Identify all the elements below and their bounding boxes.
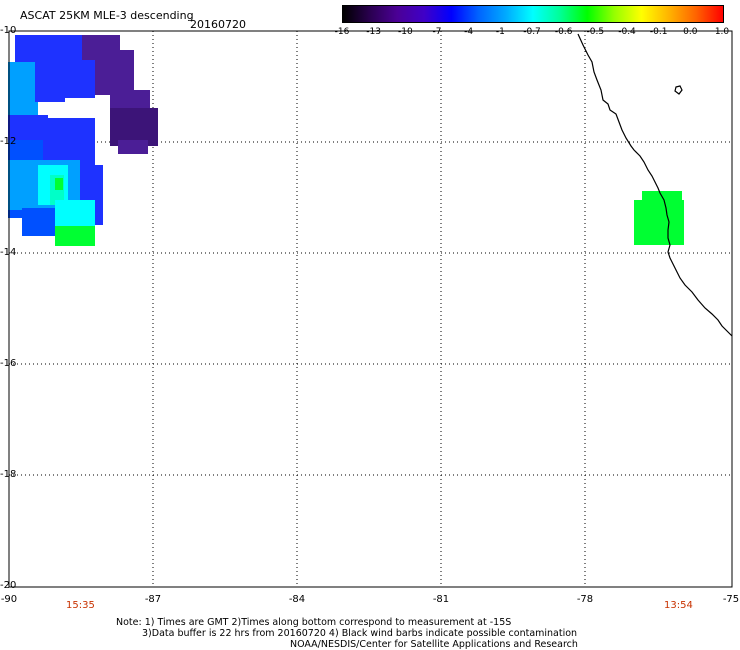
footer-credit: NOAA/NESDIS/Center for Satellite Applica… [290, 639, 578, 650]
colorbar-tick-label: 0.0 [683, 27, 698, 37]
colorbar-tick-label: -13 [366, 27, 382, 37]
time-label-east: 13:54 [664, 600, 693, 611]
wind-data-cells-west [8, 35, 158, 246]
colorbar-tick-label: -0.1 [649, 27, 668, 37]
map-frame [8, 30, 733, 588]
footer-note-line2: 3)Data buffer is 22 hrs from 20160720 4)… [142, 628, 578, 639]
lat-label: -14 [0, 247, 17, 258]
map-title: ASCAT 25KM MLE-3 descending [20, 9, 194, 22]
map-date: 20160720 [190, 18, 246, 31]
lat-label: -20 [0, 580, 17, 591]
colorbar-tick-label: -16 [334, 27, 350, 37]
lon-label: -90 [0, 594, 18, 605]
wind-data-cell [55, 178, 63, 190]
coastline [577, 33, 733, 337]
island [674, 85, 683, 95]
wind-data-cell [40, 118, 95, 168]
time-label-west: 15:35 [66, 600, 95, 611]
wind-data-cell [634, 200, 684, 245]
colorbar-tick-label: -0.5 [586, 27, 605, 37]
lat-label: -10 [0, 25, 17, 36]
lon-label: -81 [432, 594, 450, 605]
wind-data-cell [82, 35, 120, 53]
colorbar-tick-label: -0.4 [618, 27, 636, 37]
lat-label: -16 [0, 358, 17, 369]
colorbar-gradient [343, 6, 723, 22]
wind-data-cell [55, 226, 95, 246]
colorbar-tick-label: -10 [397, 27, 413, 37]
wind-data-cell [8, 62, 38, 117]
colorbar-tick-label: -1 [495, 27, 505, 37]
lon-label: -78 [576, 594, 594, 605]
colorbar-tick-label: 1.0 [714, 27, 730, 37]
lon-label: -87 [144, 594, 162, 605]
wind-data-cells-east [634, 191, 684, 245]
wind-data-cell [55, 200, 95, 228]
lon-label: -75 [722, 594, 740, 605]
wind-data-cell [110, 108, 158, 146]
lat-label: -18 [0, 469, 17, 480]
wind-data-cell [118, 140, 148, 154]
footer-note-line1: Note: 1) Times are GMT 2)Times along bot… [116, 617, 512, 628]
colorbar-tick-label: -4 [464, 27, 474, 37]
colorbar-tick-label: -0.6 [554, 27, 573, 37]
lat-label: -12 [0, 136, 17, 147]
colorbar-tick-label: -7 [432, 27, 442, 37]
wind-data-cell [110, 90, 150, 112]
colorbar [342, 5, 724, 23]
colorbar-tick-label: -0.7 [523, 27, 541, 37]
wind-data-cell [60, 60, 95, 98]
lon-label: -84 [288, 594, 306, 605]
